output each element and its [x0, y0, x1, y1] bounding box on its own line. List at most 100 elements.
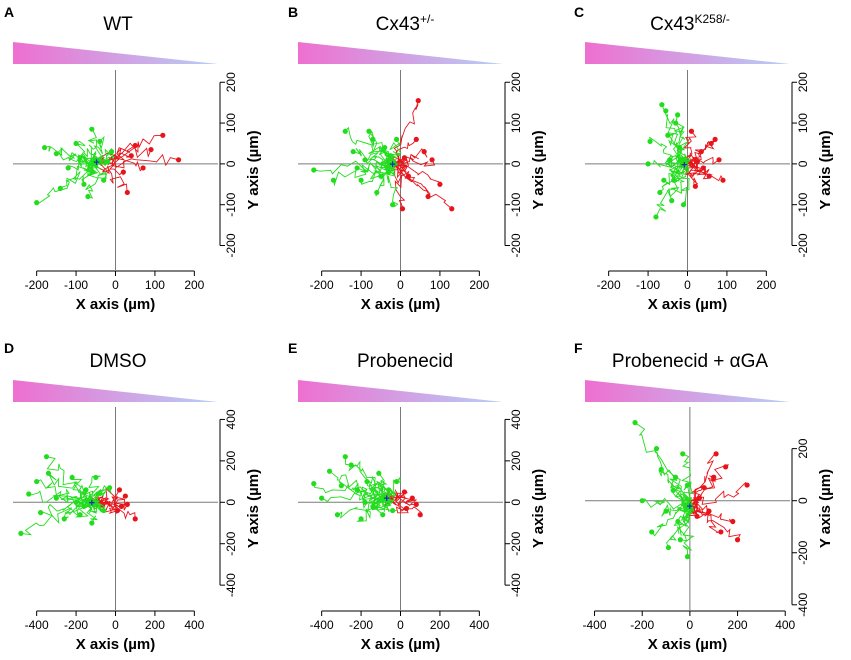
track-line	[679, 501, 695, 513]
track-endpoint	[43, 454, 50, 460]
track-endpoint	[399, 206, 406, 212]
y-tick-label: 0	[224, 160, 238, 167]
track-endpoint	[342, 128, 348, 134]
track-line	[684, 139, 716, 166]
track-endpoint	[744, 482, 750, 488]
x-tick-label: 200	[430, 618, 450, 632]
track-line	[661, 504, 692, 517]
track-endpoint	[665, 544, 672, 551]
track-endpoint	[667, 157, 673, 163]
panel-title-text: Probenecid + αGA	[612, 351, 769, 372]
y-tick-label: 400	[224, 409, 238, 429]
gradient-wedge	[585, 380, 790, 402]
y-tick-label: 0	[509, 160, 523, 167]
track-line	[338, 480, 387, 503]
gradient-wedge	[585, 42, 790, 64]
panel-title-text: Cx43	[650, 14, 694, 35]
x-tick-label: 400	[184, 618, 204, 632]
track-endpoint	[330, 177, 337, 183]
track-endpoint	[393, 136, 400, 142]
panel-title: Probenecid + αGA	[612, 351, 769, 372]
track-endpoint	[89, 520, 95, 526]
x-tick-label: -200	[25, 278, 49, 292]
track-endpoint	[350, 149, 356, 155]
x-axis: -200 -100 0 100 200 X axis (µm)	[597, 270, 777, 313]
track-line	[20, 499, 92, 536]
y-tick-label: 200	[509, 72, 523, 92]
track-line	[48, 472, 92, 504]
track-endpoint	[175, 157, 182, 163]
y-tick-label: -200	[796, 540, 810, 564]
track-endpoint	[18, 530, 24, 536]
x-tick-label: 100	[717, 278, 737, 292]
x-tick-label: -100	[64, 278, 88, 292]
track-endpoint	[421, 149, 427, 155]
track-endpoint	[376, 470, 382, 476]
gradient-wedge	[298, 42, 503, 64]
track-endpoint	[723, 464, 729, 470]
track-endpoint	[140, 165, 146, 171]
y-axis-label: Y axis (µm)	[245, 469, 262, 548]
track-endpoint	[34, 200, 40, 206]
track-endpoint	[413, 501, 419, 507]
x-tick-label: -400	[25, 618, 49, 632]
x-tick-label: 0	[397, 618, 404, 632]
y-tick-label: 400	[509, 409, 523, 429]
track-endpoint	[675, 518, 681, 525]
track-endpoint	[83, 487, 89, 493]
x-tick-label: -100	[349, 278, 373, 292]
y-tick-label: -100	[796, 192, 810, 216]
track-line	[73, 140, 98, 163]
track-endpoint	[101, 177, 107, 183]
track-endpoint	[45, 470, 52, 476]
track-line	[687, 502, 701, 517]
track-endpoint	[393, 478, 400, 485]
track-endpoint	[122, 493, 128, 499]
track-endpoint	[108, 149, 115, 155]
track-endpoint	[342, 454, 348, 460]
y-tick-label: 0	[796, 497, 810, 504]
track-endpoint	[116, 487, 123, 493]
track-endpoint	[378, 173, 384, 179]
track-line	[689, 453, 717, 506]
track-line	[87, 495, 126, 507]
track-endpoint	[429, 157, 435, 163]
track-endpoint	[41, 144, 48, 151]
y-tick-label: -400	[509, 573, 523, 597]
track-endpoint	[362, 157, 368, 163]
track-line	[88, 485, 112, 508]
track-endpoint	[649, 529, 655, 535]
track-endpoint	[160, 132, 166, 138]
x-tick-label: 0	[687, 618, 694, 632]
x-axis: -400 -200 0 200 400 X axis (µm)	[310, 610, 490, 653]
track-endpoint	[632, 420, 638, 426]
track-line	[91, 487, 120, 506]
track-endpoint	[73, 140, 79, 147]
series-green	[18, 454, 113, 536]
x-axis: -400 -200 0 200 400 X axis (µm)	[25, 610, 205, 653]
track-endpoint	[114, 507, 121, 514]
x-tick-label: 200	[145, 618, 165, 632]
x-tick-label: 0	[112, 278, 119, 292]
panel-title-text: DMSO	[90, 351, 147, 372]
y-axis: -400 -200 0 200 400 Y axis (µm)	[219, 409, 262, 597]
panel-title-text: WT	[103, 14, 133, 35]
track-endpoint	[665, 132, 671, 138]
panel-title: WT	[103, 14, 133, 35]
series-green	[34, 126, 115, 206]
x-tick-label: 0	[397, 278, 404, 292]
track-endpoint	[413, 136, 419, 142]
centroid-marker: +	[383, 493, 389, 505]
panel-title-superscript: +/-	[420, 12, 434, 26]
track-line	[670, 162, 690, 181]
panel-a: A WT + -200 -100 0 100 200 X axis (µm) -200 -100 0 1…	[4, 4, 262, 313]
x-tick-label: 200	[184, 278, 204, 292]
track-endpoint	[417, 512, 423, 518]
track-endpoint	[124, 189, 130, 196]
track-line	[392, 161, 431, 197]
track-endpoint	[661, 177, 667, 183]
x-tick-label: -400	[310, 618, 334, 632]
x-axis-label: X axis (µm)	[76, 296, 156, 313]
series-green	[632, 420, 695, 560]
